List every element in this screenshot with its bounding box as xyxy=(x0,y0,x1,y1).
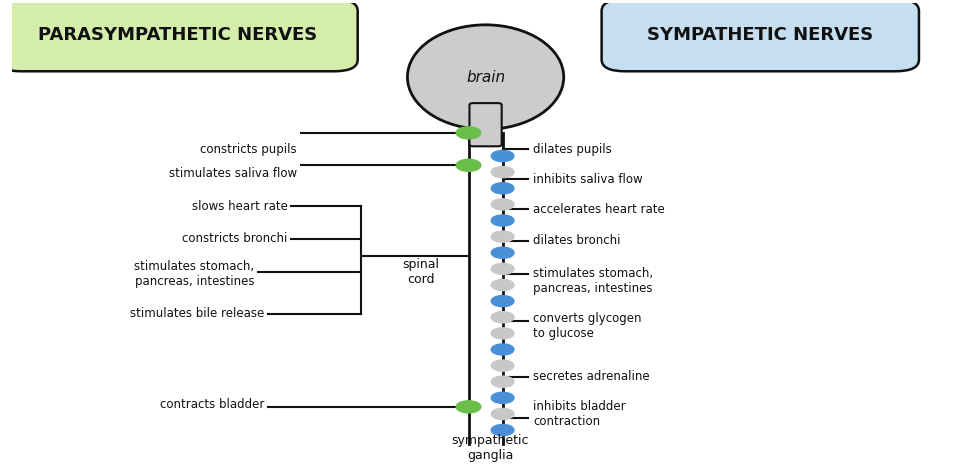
FancyBboxPatch shape xyxy=(0,0,357,71)
Text: inhibits saliva flow: inhibits saliva flow xyxy=(532,173,642,186)
Text: constricts pupils: constricts pupils xyxy=(200,142,297,156)
Circle shape xyxy=(491,166,513,178)
Circle shape xyxy=(491,328,513,339)
Text: slows heart rate: slows heart rate xyxy=(191,200,287,213)
Circle shape xyxy=(491,376,513,387)
FancyBboxPatch shape xyxy=(469,103,501,146)
Ellipse shape xyxy=(407,25,563,129)
Text: sympathetic
ganglia: sympathetic ganglia xyxy=(451,434,529,462)
Text: secretes adrenaline: secretes adrenaline xyxy=(532,370,649,383)
FancyBboxPatch shape xyxy=(601,0,918,71)
Circle shape xyxy=(491,424,513,436)
Text: inhibits bladder
contraction: inhibits bladder contraction xyxy=(532,400,625,428)
Text: spinal
cord: spinal cord xyxy=(403,258,439,286)
Circle shape xyxy=(491,296,513,307)
Circle shape xyxy=(491,312,513,323)
Circle shape xyxy=(491,344,513,355)
Circle shape xyxy=(491,408,513,420)
Circle shape xyxy=(491,392,513,403)
Text: stimulates saliva flow: stimulates saliva flow xyxy=(169,167,297,180)
Text: accelerates heart rate: accelerates heart rate xyxy=(532,203,664,216)
Text: stimulates bile release: stimulates bile release xyxy=(130,307,263,321)
Text: stimulates stomach,
pancreas, intestines: stimulates stomach, pancreas, intestines xyxy=(532,267,653,296)
Text: PARASYMPATHETIC NERVES: PARASYMPATHETIC NERVES xyxy=(38,26,317,44)
Text: dilates bronchi: dilates bronchi xyxy=(532,234,620,247)
Circle shape xyxy=(491,199,513,210)
Text: constricts bronchi: constricts bronchi xyxy=(182,232,287,245)
Text: stimulates stomach,
pancreas, intestines: stimulates stomach, pancreas, intestines xyxy=(135,260,254,289)
Circle shape xyxy=(491,231,513,242)
Text: contracts bladder: contracts bladder xyxy=(160,398,263,411)
Circle shape xyxy=(491,215,513,226)
Circle shape xyxy=(456,127,480,139)
Circle shape xyxy=(456,401,480,413)
Text: converts glycogen
to glucose: converts glycogen to glucose xyxy=(532,312,641,339)
Circle shape xyxy=(491,280,513,290)
Circle shape xyxy=(491,183,513,194)
Text: brain: brain xyxy=(465,70,505,85)
Circle shape xyxy=(491,360,513,371)
Text: SYMPATHETIC NERVES: SYMPATHETIC NERVES xyxy=(647,26,873,44)
Circle shape xyxy=(491,150,513,162)
Circle shape xyxy=(491,263,513,274)
Circle shape xyxy=(456,159,480,172)
Text: dilates pupils: dilates pupils xyxy=(532,142,611,156)
Circle shape xyxy=(491,247,513,258)
